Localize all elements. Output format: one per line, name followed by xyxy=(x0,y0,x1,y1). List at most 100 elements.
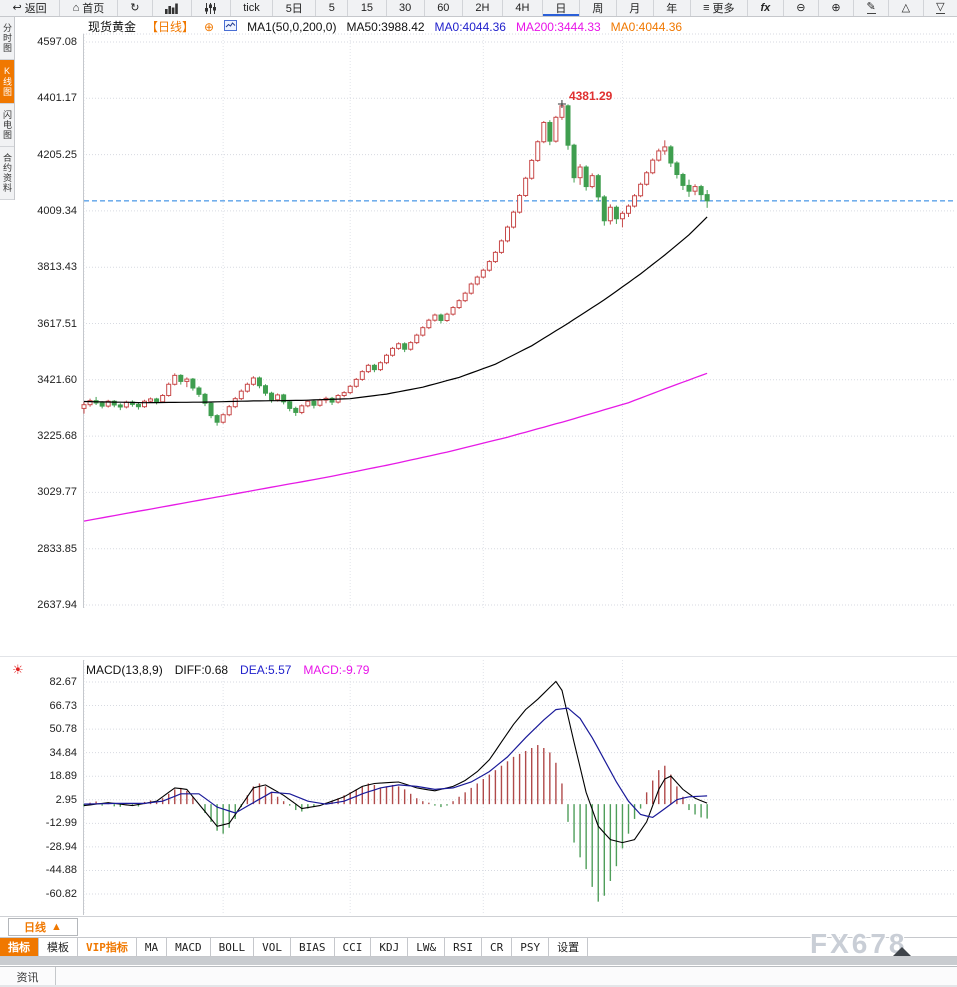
toolbar-button-tick[interactable]: tick xyxy=(231,0,274,16)
price-tick-label: 3225.68 xyxy=(37,430,77,443)
toolbar-button-2h[interactable]: 2H xyxy=(463,0,503,16)
toolbar-button-zoom-out[interactable]: ⊖ xyxy=(784,0,819,16)
price-tick-label: 3617.51 xyxy=(37,317,77,330)
toolbar-button-zoom-in[interactable]: ⊕ xyxy=(819,0,855,16)
toolbar-label: 年 xyxy=(666,3,678,15)
toolbar-label: 60 xyxy=(437,2,450,14)
toolbar-button-60min[interactable]: 60 xyxy=(425,0,463,16)
toolbar-button-weekly[interactable]: 周 xyxy=(580,0,617,16)
zoom-in-icon: ⊕ xyxy=(831,1,841,14)
sidebar-item-chart-mode[interactable]: 闪电图 xyxy=(0,104,14,147)
toolbar-button-triangle-up[interactable]: △ xyxy=(889,0,924,16)
toolbar-button-yearly[interactable]: 年 xyxy=(654,0,691,16)
toolbar-button-bar-chart[interactable] xyxy=(153,0,192,16)
price-tick-label: 4401.17 xyxy=(37,92,77,105)
peak-marker xyxy=(557,100,566,109)
price-tick-label: 3029.77 xyxy=(37,486,77,499)
toolbar-label: fx xyxy=(760,2,771,14)
pencil-icon: ✎ xyxy=(866,1,876,14)
tab-news[interactable]: 资讯 xyxy=(0,967,56,986)
period-selector-button[interactable]: 日线 ▲ xyxy=(8,918,78,936)
toolbar-label: 4H xyxy=(515,2,530,14)
toolbar-button-refresh[interactable]: ↻ xyxy=(118,0,153,16)
price-tick-label: 3813.43 xyxy=(37,261,77,274)
toolbar-button-monthly[interactable]: 月 xyxy=(617,0,654,16)
back-icon: ↩ xyxy=(12,1,22,14)
tab-LW&[interactable]: LW& xyxy=(408,938,446,956)
chart-type-icon[interactable] xyxy=(224,19,238,34)
price-tick-label: 3421.60 xyxy=(37,373,77,386)
toolbar-button-more[interactable]: ≡ 更多 xyxy=(691,0,749,16)
toolbar-button-fx[interactable]: fx xyxy=(748,0,784,16)
tab-模板[interactable]: 模板 xyxy=(39,938,78,956)
tab-BIAS[interactable]: BIAS xyxy=(291,938,335,956)
indicator-tab-bar: 指标 模板 VIP指标 MA MACD BOLL VOL BIAS CCI KDJ LW& RSI CR… xyxy=(0,937,957,957)
sliders-icon xyxy=(204,2,217,14)
price-tick-label: 2833.85 xyxy=(37,542,77,555)
toolbar-button-draw[interactable]: ✎ xyxy=(854,0,890,16)
macd-tick-label: 50.78 xyxy=(49,723,77,736)
ma0-value-blue: MA0:4044.36 xyxy=(434,19,506,34)
toolbar-button-15min[interactable]: 15 xyxy=(348,0,387,16)
tab-指标[interactable]: 指标 xyxy=(0,938,39,956)
chart-canvas[interactable] xyxy=(0,0,957,920)
macd-histogram xyxy=(83,745,708,902)
peak-price-annotation: 4381.29 xyxy=(568,89,613,103)
macd-dea-line xyxy=(83,707,708,819)
toolbar-label: 5日 xyxy=(285,3,303,15)
period-selector-label: 日线 xyxy=(24,922,47,934)
tab-MA[interactable]: MA xyxy=(137,938,168,956)
toolbar-button-home[interactable]: ⌂ 首页 xyxy=(60,0,118,16)
macd-tick-label: 66.73 xyxy=(49,699,77,712)
tab-RSI[interactable]: RSI xyxy=(445,938,482,956)
toolbar-button-5min[interactable]: 5 xyxy=(316,0,349,16)
bar-chart-icon xyxy=(165,3,179,14)
triangle-up-icon: ▲ xyxy=(51,921,62,933)
scroll-indicator-triangle xyxy=(893,947,911,956)
tab-PSY[interactable]: PSY xyxy=(512,938,550,956)
sidebar-item-chart-mode[interactable]: 合约资料 xyxy=(0,147,14,200)
ma50-line xyxy=(83,216,708,404)
home-icon: ⌂ xyxy=(72,1,80,14)
toolbar-button-back[interactable]: ↩ 返回 xyxy=(0,0,61,16)
toolbar-button-collapse[interactable]: ▽ xyxy=(924,0,957,16)
macd-tick-label: 18.89 xyxy=(49,770,77,783)
toolbar-button-daily[interactable]: 日 xyxy=(543,0,580,16)
candlesticks xyxy=(81,104,710,426)
toolbar-label: 30 xyxy=(399,2,412,14)
triangle-up-icon: △ xyxy=(901,1,911,14)
price-tick-label: 4009.34 xyxy=(37,204,77,217)
macd-tick-label: -60.82 xyxy=(45,888,77,900)
toolbar-label: 5 xyxy=(328,2,335,14)
sidebar-item-kline-active[interactable]: K线图 xyxy=(0,60,14,104)
macd-dea-value: DEA:5.57 xyxy=(240,663,292,677)
tab-MACD[interactable]: MACD xyxy=(167,938,211,956)
tab-CCI[interactable]: CCI xyxy=(335,938,372,956)
refresh-icon: ↻ xyxy=(130,1,140,14)
watermark: FX678 xyxy=(810,928,908,959)
tab-KDJ[interactable]: KDJ xyxy=(371,938,409,956)
toolbar-label: 首页 xyxy=(82,3,105,15)
tab-设置[interactable]: 设置 xyxy=(549,938,589,956)
tab-VOL[interactable]: VOL xyxy=(254,938,291,956)
price-tick-label: 4205.25 xyxy=(37,148,77,161)
ma50-value: MA50:3988.42 xyxy=(346,19,425,34)
add-indicator-icon[interactable]: ⊕ xyxy=(204,19,215,34)
sidebar-item-chart-mode[interactable]: 分时图 xyxy=(0,17,14,60)
macd-tick-label: 82.67 xyxy=(49,676,77,688)
period-label: 【日线】 xyxy=(146,20,195,34)
macd-diff-value: DIFF:0.68 xyxy=(174,663,229,677)
toolbar-button-4h[interactable]: 4H xyxy=(503,0,543,16)
macd-tick-label: -12.99 xyxy=(45,817,77,830)
chart-header: 现货黄金 【日线】 ⊕ MA1(50,0,200,0) MA50:3988.42… xyxy=(88,18,682,35)
tab-CR[interactable]: CR xyxy=(482,938,513,956)
horizontal-scrollbar[interactable] xyxy=(0,956,957,965)
toolbar-button-indicator-settings[interactable] xyxy=(192,0,231,16)
toolbar-label: 月 xyxy=(629,3,641,15)
tab-VIP指标[interactable]: VIP指标 xyxy=(78,938,137,956)
live-indicator-icon: ☀ xyxy=(12,662,24,677)
toolbar-button-5d[interactable]: 5日 xyxy=(273,0,317,16)
tab-BOLL[interactable]: BOLL xyxy=(211,938,255,956)
triangle-down-icon: ▽ xyxy=(936,1,945,14)
toolbar-button-30min[interactable]: 30 xyxy=(387,0,425,16)
